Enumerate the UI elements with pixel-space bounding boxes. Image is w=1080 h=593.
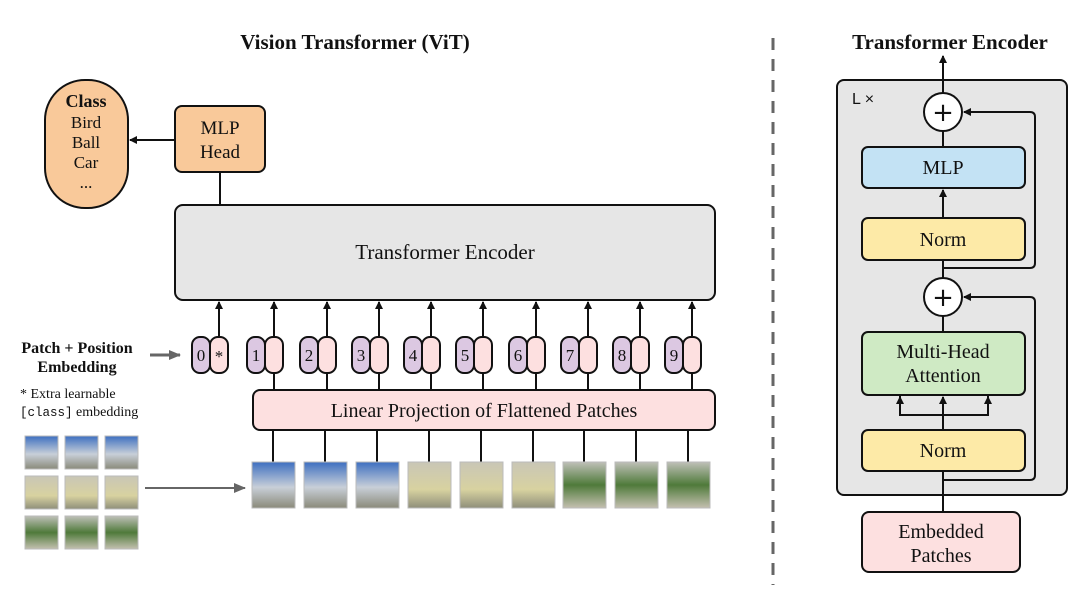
plus-icon: + xyxy=(932,98,954,128)
token-row: 0 * 1 2 3 4 5 6 7 8 9 xyxy=(191,301,702,390)
position-index: 8 xyxy=(618,346,627,365)
patch-embedding xyxy=(682,336,702,374)
image-patch-grid xyxy=(24,435,139,550)
patch-embedding xyxy=(473,336,493,374)
class-item: ... xyxy=(80,173,93,192)
embedding-label: Patch + Position xyxy=(21,340,132,357)
patch-embedding xyxy=(630,336,650,374)
vit-title: Vision Transformer (ViT) xyxy=(240,30,469,54)
image-patch xyxy=(64,475,99,510)
image-patch xyxy=(303,461,348,509)
mlp-head-label: MLP xyxy=(200,118,239,139)
class-item: Car xyxy=(74,153,99,172)
image-patch xyxy=(511,461,556,509)
image-patch xyxy=(562,461,607,509)
patch-embedding xyxy=(578,336,598,374)
image-patch xyxy=(614,461,659,509)
class-token-mark: * xyxy=(215,347,224,366)
embedded-patches-box xyxy=(861,511,1021,573)
patch-embedding xyxy=(264,336,284,374)
image-patch xyxy=(104,435,139,470)
attention-box xyxy=(861,331,1026,396)
class-item: Bird xyxy=(71,113,102,132)
image-patch xyxy=(64,435,99,470)
position-index: 6 xyxy=(514,346,523,365)
attention-label: Multi-Head xyxy=(896,341,989,363)
linear-projection-label: Linear Projection of Flattened Patches xyxy=(331,400,638,422)
encoder-detail-title: Transformer Encoder xyxy=(852,30,1048,54)
image-patch xyxy=(355,461,400,509)
image-patch xyxy=(24,475,59,510)
position-index: 7 xyxy=(566,346,575,365)
patch-embedding xyxy=(369,336,389,374)
extra-note: * Extra learnable xyxy=(20,387,116,402)
norm-box xyxy=(861,429,1026,472)
patch-embedding xyxy=(526,336,546,374)
embedded-patches-label: Patches xyxy=(910,545,971,567)
mlp-box xyxy=(861,146,1026,189)
position-index: 2 xyxy=(305,346,314,365)
position-index: 1 xyxy=(252,346,261,365)
image-patch xyxy=(666,461,711,509)
image-patch xyxy=(24,515,59,550)
image-patch xyxy=(407,461,452,509)
image-patch xyxy=(251,461,296,509)
plus-icon: + xyxy=(932,283,954,313)
position-index: 0 xyxy=(197,346,206,365)
transformer-encoder-box xyxy=(174,204,716,301)
position-index: 9 xyxy=(670,346,679,365)
image-patch xyxy=(104,475,139,510)
class-output-box xyxy=(44,79,129,209)
residual-connection xyxy=(943,108,1036,269)
norm-box xyxy=(861,217,1026,261)
linear-projection-box xyxy=(252,389,716,431)
mlp-head-label: Head xyxy=(200,142,241,163)
residual-connection xyxy=(943,293,1036,481)
position-index: 5 xyxy=(461,346,470,365)
image-patch xyxy=(104,515,139,550)
flattened-patches xyxy=(251,430,711,509)
add-node xyxy=(923,92,963,132)
patch-embedding xyxy=(421,336,441,374)
image-patch xyxy=(64,515,99,550)
mlp-label: MLP xyxy=(922,157,963,179)
extra-note: [class] embedding xyxy=(20,405,138,420)
class-title: Class xyxy=(65,91,106,111)
repeat-label: L × xyxy=(852,91,874,108)
embedding-label: Embedding xyxy=(37,359,116,376)
embedded-patches-label: Embedded xyxy=(898,521,984,543)
norm-label: Norm xyxy=(920,229,967,251)
transformer-encoder-label: Transformer Encoder xyxy=(355,240,534,264)
class-item: Ball xyxy=(72,133,101,152)
patch-embedding xyxy=(317,336,337,374)
add-node xyxy=(923,277,963,317)
norm-label: Norm xyxy=(920,440,967,462)
image-patch xyxy=(24,435,59,470)
position-index: 3 xyxy=(357,346,366,365)
attention-label: Attention xyxy=(905,365,981,387)
image-patch xyxy=(459,461,504,509)
position-index: 4 xyxy=(409,346,418,365)
